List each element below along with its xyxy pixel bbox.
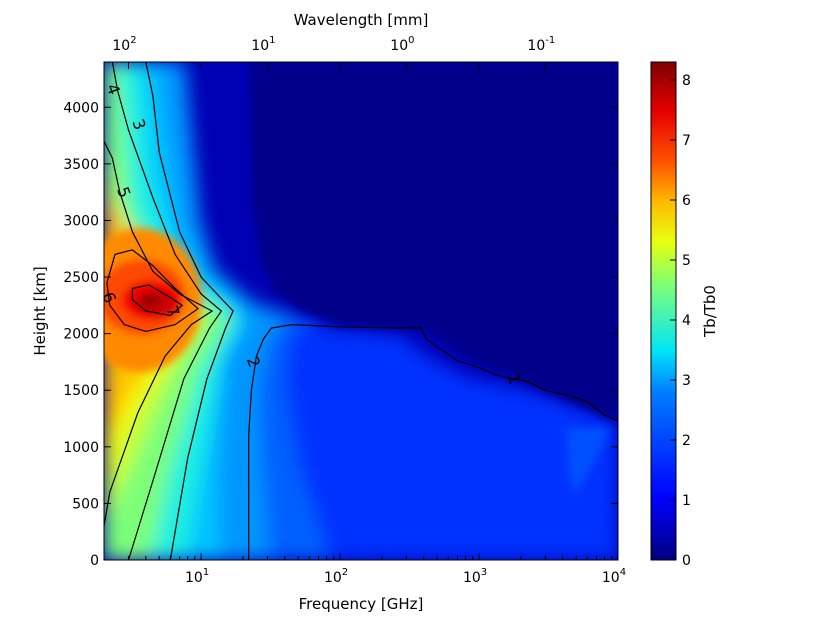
contour-line-1	[420, 327, 618, 422]
y-tick-label: 1500	[63, 383, 99, 399]
y-tick-label: 3000	[63, 213, 99, 229]
colorbar-tick-label: 8	[682, 73, 691, 89]
colorbar-ticks: 0 1 2 3 4 5 6 7 8	[670, 73, 691, 569]
colorbar	[650, 61, 677, 561]
colorbar-tick-label: 2	[682, 433, 691, 449]
top-axis-label: Wavelength [mm]	[294, 11, 429, 29]
y-tick-label: 0	[90, 553, 99, 569]
contour-line-2	[248, 323, 421, 560]
contour-line-7	[131, 284, 184, 317]
y-tick-label: 2500	[63, 270, 99, 286]
contour-line-3	[145, 62, 234, 560]
colorbar-tick-label: 5	[682, 253, 691, 269]
colorbar-tick-label: 3	[682, 373, 691, 389]
y-tick-label: 1000	[63, 440, 99, 456]
colorbar-tick-label: 4	[682, 313, 691, 329]
colorbar-tick-label: 6	[682, 193, 691, 209]
top-tick-label: 102	[112, 35, 136, 54]
top-tick-label: 101	[251, 35, 275, 54]
x-tick-label: 101	[185, 567, 209, 586]
colorbar-label: Tb/Tb0	[701, 285, 719, 338]
contour-fill	[104, 62, 618, 560]
top-tick-label: 10-1	[527, 35, 555, 54]
axis-ticks: 101 102 103 104 102 101 100 10-1 0 500 1000 1500 200…	[63, 35, 626, 586]
x-tick-label: 103	[463, 567, 487, 586]
colorbar-tick-label: 0	[682, 553, 691, 569]
colorbar-tick-label: 1	[682, 493, 691, 509]
contour-lines	[104, 62, 618, 560]
top-tick-label: 100	[390, 35, 414, 54]
x-axis-label: Frequency [GHz]	[299, 595, 424, 613]
plot-frame	[103, 61, 619, 561]
y-tick-label: 3500	[63, 157, 99, 173]
contour-line-6	[106, 249, 199, 333]
y-axis-label: Height [km]	[31, 266, 49, 355]
y-tick-label: 2000	[63, 327, 99, 343]
y-tick-label: 500	[72, 496, 99, 512]
x-tick-label: 102	[324, 567, 348, 586]
x-tick-label: 104	[602, 567, 626, 586]
colorbar-tick-label: 7	[682, 133, 691, 149]
contour-line-5	[104, 140, 214, 527]
contour-line-4	[111, 62, 223, 560]
y-tick-label: 4000	[63, 100, 99, 116]
